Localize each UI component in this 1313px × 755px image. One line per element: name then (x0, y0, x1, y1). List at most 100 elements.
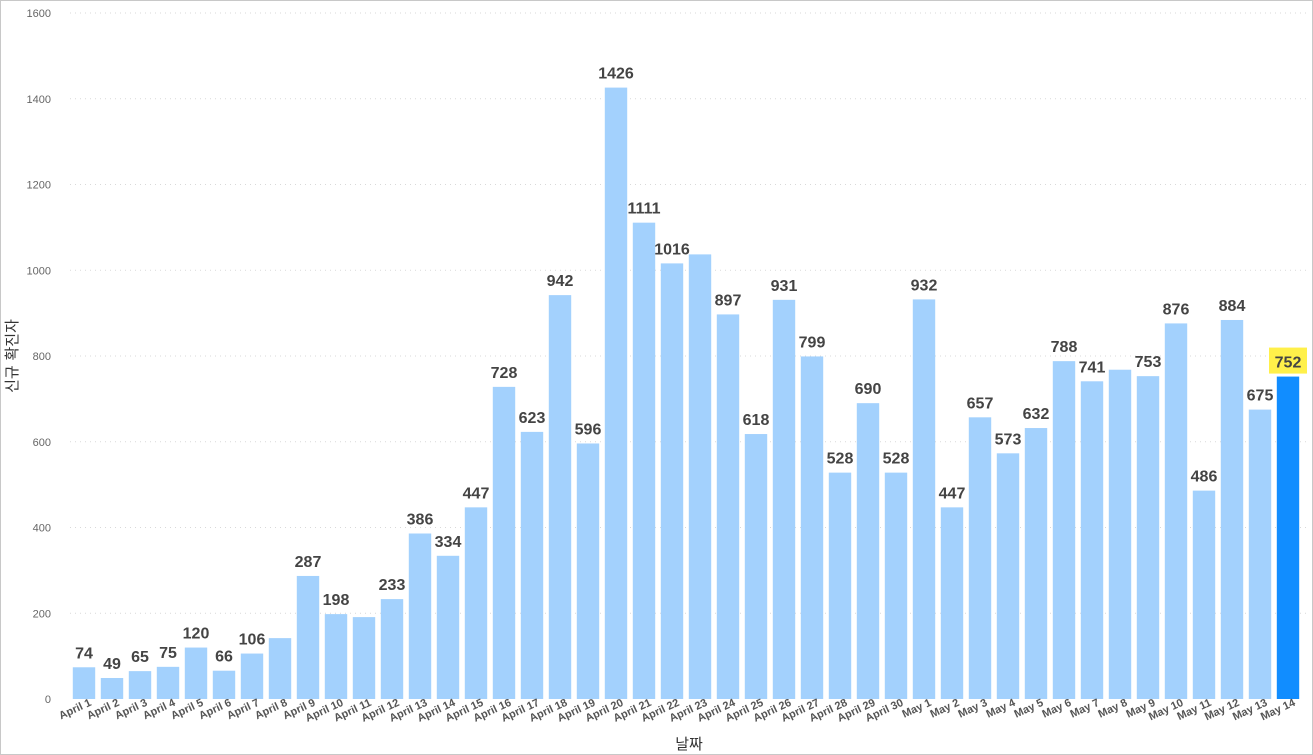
bar[interactable] (744, 434, 768, 699)
bar[interactable] (996, 453, 1020, 699)
bar[interactable] (324, 614, 348, 699)
bar[interactable] (968, 417, 992, 699)
data-label: 788 (1051, 339, 1078, 356)
data-label: 66 (215, 649, 233, 666)
data-label: 623 (519, 410, 546, 427)
y-tick-label: 1400 (27, 94, 51, 106)
data-label: 233 (379, 577, 406, 594)
data-label: 799 (799, 334, 826, 351)
bar[interactable] (352, 617, 376, 699)
bar[interactable] (408, 533, 432, 699)
bar[interactable] (240, 653, 264, 699)
data-label: 876 (1163, 301, 1190, 318)
bar[interactable] (940, 507, 964, 699)
bar[interactable] (1052, 361, 1076, 699)
y-axis-ticks: 0 200 400 600 800 1000 1200 1400 1600 (27, 8, 51, 706)
bar[interactable] (1108, 369, 1132, 699)
bar[interactable] (1164, 323, 1188, 699)
data-label: 528 (883, 451, 910, 468)
y-tick-label: 800 (33, 351, 51, 363)
data-label: 573 (995, 431, 1022, 448)
y-tick-label: 200 (33, 608, 51, 620)
bar[interactable] (1248, 409, 1272, 699)
data-label: 120 (183, 626, 210, 643)
data-label: 728 (491, 365, 518, 382)
data-label: 75 (159, 645, 177, 662)
bar[interactable] (1136, 376, 1160, 699)
bar[interactable] (604, 87, 628, 700)
bar[interactable] (828, 472, 852, 699)
bar[interactable] (912, 299, 936, 699)
bar[interactable] (716, 314, 740, 699)
y-tick-label: 0 (45, 694, 51, 706)
data-label: 528 (827, 451, 854, 468)
y-tick-label: 1000 (27, 265, 51, 277)
bars (72, 87, 1300, 700)
data-label: 1111 (628, 201, 661, 218)
bar[interactable] (492, 386, 516, 699)
bar[interactable] (436, 555, 460, 699)
data-label: 884 (1219, 298, 1246, 315)
bar[interactable] (1276, 376, 1300, 699)
data-label: 657 (967, 395, 994, 412)
bar[interactable] (128, 671, 152, 699)
data-label: 690 (855, 381, 882, 398)
bar[interactable] (156, 666, 180, 699)
y-tick-label: 600 (33, 437, 51, 449)
highlight-label-background (1269, 347, 1307, 374)
y-axis-label: 신규 확진자 (3, 319, 21, 393)
bar[interactable] (296, 575, 320, 699)
bar[interactable] (576, 443, 600, 699)
data-label: 198 (323, 592, 350, 609)
bar[interactable] (100, 677, 124, 699)
bar[interactable] (212, 670, 236, 699)
data-label: 741 (1079, 359, 1106, 376)
bar[interactable] (772, 299, 796, 699)
bar[interactable] (1080, 381, 1104, 699)
data-label: 106 (239, 632, 266, 649)
data-label: 632 (1023, 406, 1050, 423)
data-label: 675 (1247, 388, 1274, 405)
data-label: 931 (771, 278, 798, 295)
bar[interactable] (884, 472, 908, 699)
bar[interactable] (268, 638, 292, 699)
data-label: 486 (1191, 469, 1218, 486)
bar[interactable] (660, 263, 684, 699)
data-label: 287 (295, 554, 322, 571)
bar[interactable] (72, 667, 96, 699)
data-label: 596 (575, 421, 602, 438)
data-label: 447 (463, 485, 490, 502)
data-label: 1426 (598, 66, 634, 83)
data-label: 49 (103, 656, 121, 673)
bar[interactable] (520, 431, 544, 699)
data-label: 932 (911, 277, 938, 294)
bar[interactable] (1024, 428, 1048, 699)
data-label: 942 (547, 273, 574, 290)
data-label: 74 (75, 645, 93, 662)
data-label: 386 (407, 512, 434, 529)
x-axis-label: 날짜 (675, 735, 703, 753)
data-label: 1016 (654, 241, 690, 258)
data-label: 334 (435, 534, 462, 551)
data-label: 618 (743, 412, 770, 429)
data-label: 753 (1135, 354, 1162, 371)
y-tick-label: 400 (33, 523, 51, 535)
data-label: 752 (1275, 355, 1302, 372)
bar[interactable] (184, 647, 208, 699)
bar[interactable] (800, 356, 824, 699)
bar[interactable] (632, 222, 656, 699)
bar[interactable] (1192, 490, 1216, 699)
data-label: 447 (939, 485, 966, 502)
bar[interactable] (1220, 319, 1244, 699)
y-tick-label: 1600 (27, 8, 51, 20)
data-label: 65 (131, 649, 149, 666)
y-tick-label: 1200 (27, 180, 51, 192)
bar[interactable] (688, 254, 712, 700)
bar[interactable] (548, 295, 572, 699)
bar[interactable] (856, 403, 880, 699)
bar[interactable] (464, 507, 488, 699)
bar[interactable] (380, 599, 404, 699)
